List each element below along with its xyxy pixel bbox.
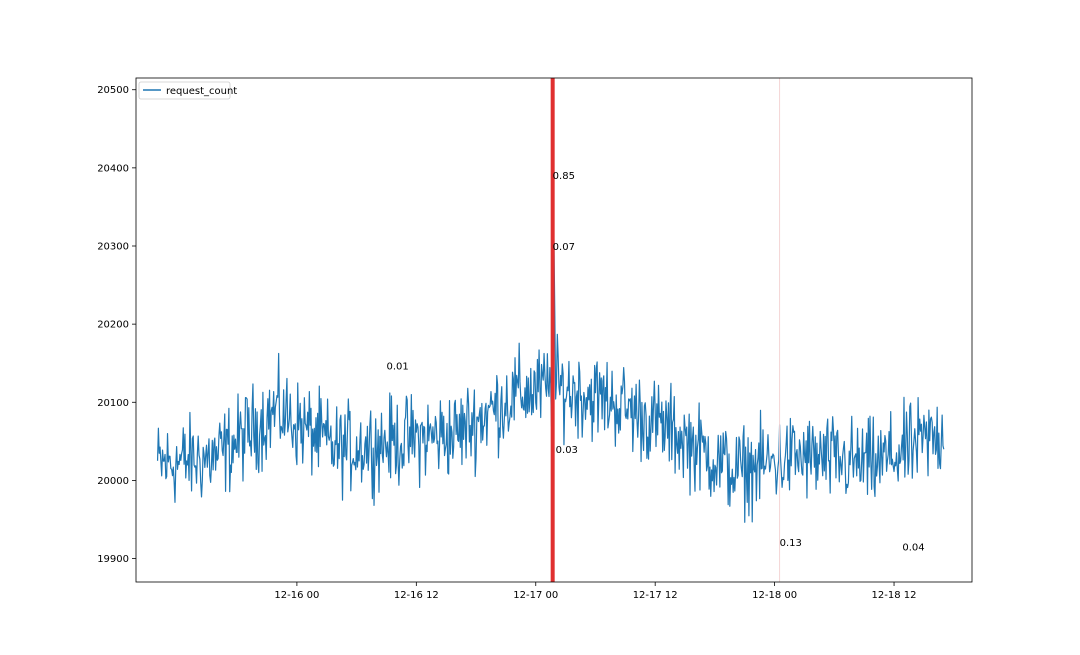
y-tick-label-20500: 20500 (97, 85, 129, 96)
annotation-label-4: 0.03 (556, 445, 578, 456)
y-tick-label-20300: 20300 (97, 242, 129, 253)
annotation-label-5: 0.13 (780, 538, 802, 549)
annotation-layer: 0.01 0.85 0.07 0.03 0.13 0.04 (386, 171, 924, 554)
annotation-label-2: 0.85 (553, 171, 575, 182)
y-tick-label-19900: 19900 (97, 554, 129, 565)
x-tick-label-4: 12-17 12 (633, 590, 678, 601)
x-tick-label-3: 12-17 00 (513, 590, 558, 601)
x-tick-label-2: 12-16 12 (394, 590, 439, 601)
axis-layer: 19900 20000 20100 20200 20300 20400 20500 12-16… (97, 77, 973, 601)
plot-frame (135, 77, 973, 583)
legend-entry-request-count: request_count (166, 86, 237, 97)
y-tick-label-20400: 20400 (97, 163, 129, 174)
y-tick-label-20000: 20000 (97, 476, 129, 487)
y-tick-label-20200: 20200 (97, 320, 129, 331)
vertical-line-layer (550, 78, 781, 582)
legend: request_count (138, 81, 237, 100)
legend-box (138, 81, 231, 100)
annotation-label-1: 0.01 (386, 361, 408, 372)
annotation-label-6: 0.04 (902, 543, 924, 554)
x-tick-label-1: 12-16 00 (274, 590, 319, 601)
x-tick-label-5: 12-18 00 (752, 590, 797, 601)
annotation-label-3: 0.07 (553, 242, 575, 253)
y-tick-label-20100: 20100 (97, 398, 129, 409)
x-tick-label-6: 12-18 12 (872, 590, 917, 601)
